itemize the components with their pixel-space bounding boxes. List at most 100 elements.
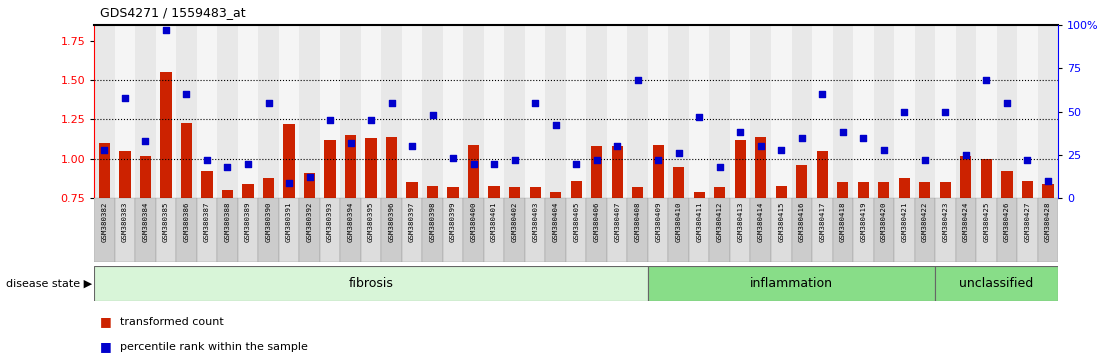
Bar — [258, 198, 279, 262]
Text: GSM380427: GSM380427 — [1025, 201, 1030, 242]
Bar — [140, 156, 151, 198]
Bar — [648, 25, 668, 198]
Bar — [161, 72, 172, 198]
Bar — [1043, 184, 1054, 198]
Text: GSM380422: GSM380422 — [922, 201, 927, 242]
Bar — [981, 159, 992, 198]
Bar — [673, 167, 685, 198]
Bar — [489, 185, 500, 198]
Bar — [689, 198, 709, 262]
Point — [793, 135, 811, 140]
Bar — [709, 25, 730, 198]
Bar — [920, 182, 931, 198]
Bar — [1017, 25, 1037, 198]
Bar — [197, 25, 217, 198]
Bar — [750, 25, 771, 198]
Bar — [586, 198, 607, 262]
Bar — [181, 122, 192, 198]
Point — [588, 157, 606, 163]
Bar — [463, 198, 484, 262]
Bar — [525, 198, 545, 262]
Point — [382, 100, 400, 105]
Bar — [1002, 171, 1013, 198]
Bar — [832, 198, 853, 262]
Bar — [443, 25, 463, 198]
Bar — [709, 198, 730, 262]
Bar — [509, 187, 521, 198]
Text: GSM380401: GSM380401 — [491, 201, 497, 242]
Point — [834, 130, 852, 135]
Bar — [853, 198, 873, 262]
Bar — [243, 184, 254, 198]
Bar — [176, 25, 197, 198]
Bar — [525, 25, 545, 198]
Point — [772, 147, 790, 153]
Point — [752, 143, 770, 149]
Point — [854, 135, 872, 140]
Text: GSM380403: GSM380403 — [532, 201, 538, 242]
Point — [895, 109, 913, 114]
Text: GSM380397: GSM380397 — [409, 201, 416, 242]
Point — [177, 91, 195, 97]
Bar — [627, 198, 648, 262]
Bar — [714, 187, 726, 198]
Text: GSM380386: GSM380386 — [184, 201, 189, 242]
Bar — [935, 198, 955, 262]
Bar — [176, 198, 197, 262]
Bar — [448, 187, 459, 198]
Point — [403, 143, 421, 149]
Bar — [566, 198, 586, 262]
Bar — [689, 25, 709, 198]
Text: GSM380411: GSM380411 — [696, 201, 702, 242]
Bar — [386, 137, 397, 198]
Point — [813, 91, 831, 97]
Bar — [217, 198, 238, 262]
Bar — [422, 25, 443, 198]
Text: fibrosis: fibrosis — [349, 277, 393, 290]
Bar — [648, 266, 935, 301]
Point — [485, 161, 503, 166]
Bar — [504, 198, 525, 262]
Bar — [961, 156, 972, 198]
Point — [998, 100, 1016, 105]
Bar — [468, 145, 480, 198]
Bar — [591, 146, 603, 198]
Bar — [304, 173, 315, 198]
Bar — [340, 198, 361, 262]
Point — [670, 150, 688, 156]
Bar — [263, 178, 274, 198]
Text: GSM380421: GSM380421 — [901, 201, 907, 242]
Point — [444, 155, 462, 161]
Text: GSM380425: GSM380425 — [984, 201, 989, 242]
Bar — [776, 185, 787, 198]
Bar — [914, 198, 935, 262]
Bar — [443, 198, 463, 262]
Bar — [1022, 181, 1033, 198]
Point — [1039, 178, 1057, 184]
Point — [157, 27, 175, 33]
Text: GSM380396: GSM380396 — [389, 201, 394, 242]
Point — [218, 164, 236, 170]
Text: GSM380406: GSM380406 — [594, 201, 599, 242]
Bar — [668, 25, 689, 198]
Point — [505, 157, 523, 163]
Text: GSM380391: GSM380391 — [286, 201, 293, 242]
Point — [136, 138, 154, 144]
Bar — [899, 178, 910, 198]
Bar — [648, 198, 668, 262]
Point — [629, 78, 647, 83]
Bar — [120, 151, 131, 198]
Bar — [879, 182, 890, 198]
Bar — [771, 198, 791, 262]
Text: disease state ▶: disease state ▶ — [6, 278, 92, 288]
Bar — [238, 25, 258, 198]
Bar — [996, 198, 1017, 262]
Text: GSM380385: GSM380385 — [163, 201, 168, 242]
Text: GSM380412: GSM380412 — [717, 201, 722, 242]
Text: GSM380389: GSM380389 — [245, 201, 252, 242]
Point — [464, 161, 482, 166]
Bar — [1017, 198, 1037, 262]
Point — [321, 117, 339, 123]
Point — [731, 130, 749, 135]
Text: GSM380395: GSM380395 — [368, 201, 375, 242]
